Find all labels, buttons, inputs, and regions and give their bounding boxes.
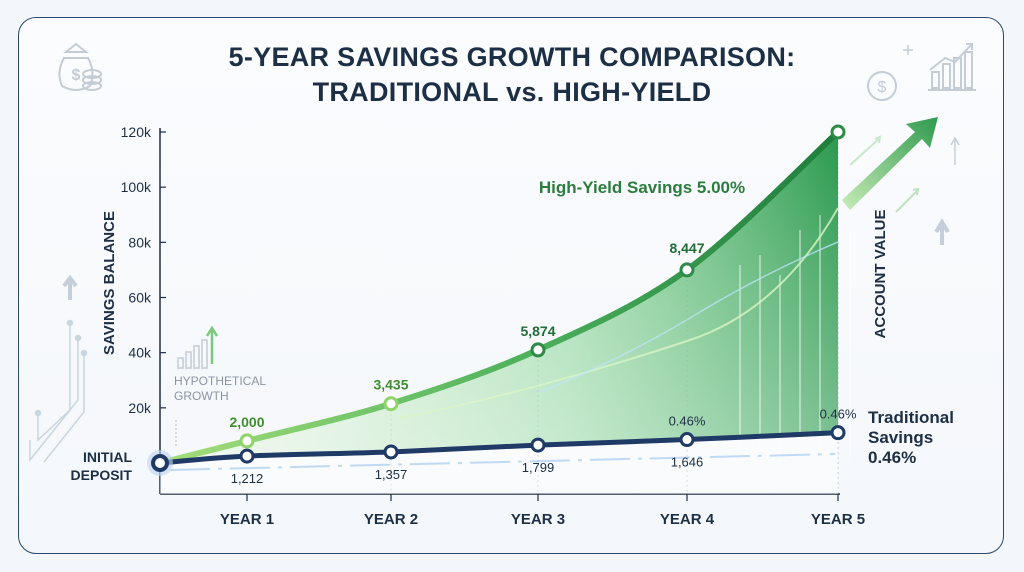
- high-yield-point: [830, 124, 846, 140]
- traditional-rate-label: 0.46%: [669, 414, 706, 429]
- secondary-glow-line: [399, 207, 839, 419]
- traditional-data-label: 1,357: [375, 467, 408, 482]
- traditional-point: [830, 425, 846, 441]
- traditional-point: [679, 432, 695, 448]
- y-tick-label: 100k: [121, 179, 152, 195]
- up-arrow-icon: [62, 136, 960, 300]
- y-tick-label: 120k: [121, 124, 152, 140]
- y-tick-label: 20k: [128, 400, 152, 416]
- x-tick-label: YEAR 1: [220, 511, 274, 528]
- high-yield-data-label: 8,447: [669, 240, 704, 256]
- traditional-glow-line: [169, 453, 836, 471]
- money-bag-icon: $: [58, 42, 102, 91]
- traditional-rate-label: 0.46%: [820, 407, 857, 422]
- y-axis-label-right: ACCOUNT VALUE: [872, 210, 889, 339]
- x-tick-label: YEAR 4: [660, 511, 715, 528]
- high-yield-point: [383, 396, 399, 412]
- svg-text:$: $: [72, 67, 81, 84]
- traditional-data-label: 1,799: [522, 460, 555, 475]
- initial-deposit-label: INITIAL: [83, 449, 132, 465]
- chart-title: 5-YEAR SAVINGS GROWTH COMPARISON:: [228, 42, 796, 72]
- initial-deposit-point: [151, 454, 169, 472]
- plot-area: 20k 40k 60k 80k 100k 120k YEAR 1 YEAR 2 YEAR 3 YE…: [71, 117, 954, 528]
- high-yield-series-label: High-Yield Savings 5.00%: [539, 178, 745, 197]
- circuit-lines-decoration: [29, 319, 88, 463]
- svg-text:$: $: [878, 79, 887, 96]
- chart-subtitle: TRADITIONAL vs. HIGH-YIELD: [312, 77, 712, 107]
- traditional-series-label: Savings: [868, 428, 933, 447]
- traditional-series-label: Traditional: [868, 408, 954, 427]
- dollar-coin-icon: $: [867, 45, 913, 101]
- traditional-point: [383, 444, 399, 460]
- traditional-series-label: 0.46%: [868, 448, 916, 467]
- traditional-data-label: 1,646: [671, 455, 704, 470]
- initial-deposit-label: DEPOSIT: [71, 467, 133, 483]
- y-tick-label: 80k: [128, 234, 152, 250]
- high-yield-point: [530, 342, 546, 358]
- high-yield-data-label: 5,874: [520, 323, 555, 339]
- area-fade: [160, 132, 838, 494]
- growth-arrow-icon: [842, 117, 938, 210]
- high-yield-data-label: 3,435: [373, 377, 408, 393]
- small-arrow-icon: [849, 135, 882, 166]
- high-yield-point: [679, 262, 695, 278]
- secondary-blue-line: [539, 241, 839, 393]
- traditional-point: [530, 437, 546, 453]
- y-tick-label: 40k: [128, 345, 152, 361]
- traditional-data-label: 1,212: [231, 471, 264, 486]
- y-tick-label: 60k: [128, 290, 152, 306]
- y-axis-label: SAVINGS BALANCE: [101, 211, 118, 355]
- hypothetical-growth-icon: [177, 325, 219, 369]
- hypothetical-growth-label: GROWTH: [174, 389, 229, 403]
- x-tick-label: YEAR 2: [364, 511, 418, 528]
- high-yield-data-label: 2,000: [229, 414, 264, 430]
- x-tick-label: YEAR 3: [511, 511, 565, 528]
- high-yield-point: [239, 433, 255, 449]
- traditional-point: [239, 448, 255, 464]
- small-arrow-icon: [895, 187, 920, 213]
- x-tick-label: YEAR 5: [811, 511, 865, 528]
- hypothetical-growth-label: HYPOTHETICAL: [174, 374, 266, 388]
- bar-chart-icon: [928, 43, 976, 91]
